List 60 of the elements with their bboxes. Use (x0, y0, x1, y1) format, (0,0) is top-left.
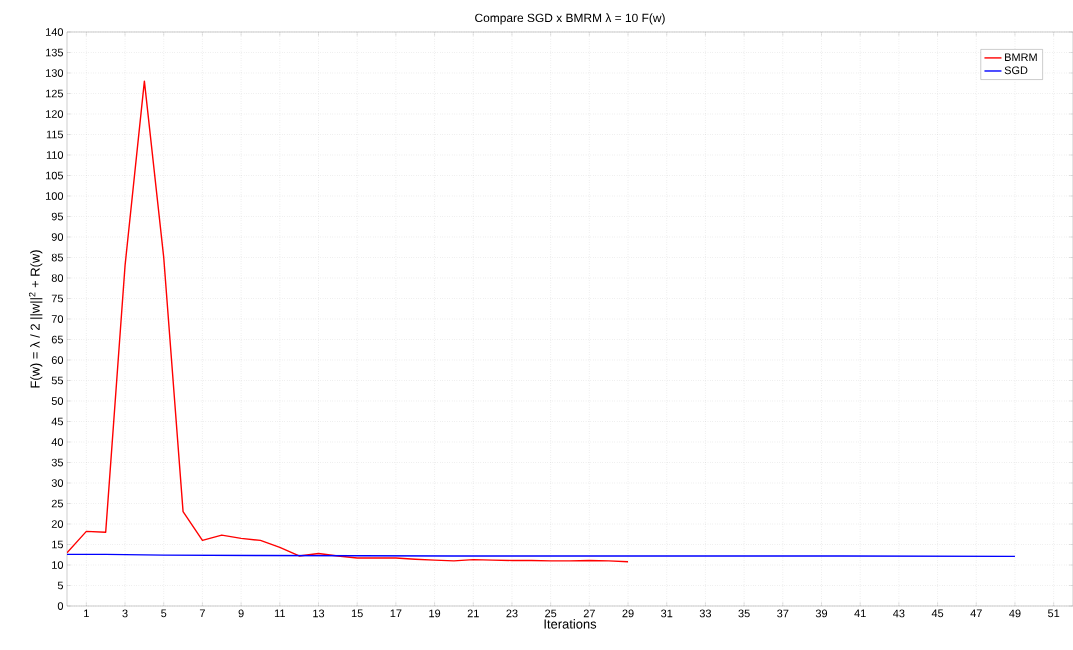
y-tick-label: 60 (51, 356, 64, 364)
y-tick-label: 90 (51, 233, 64, 241)
y-tick-label: 115 (46, 130, 64, 139)
x-tick-label: 43 (893, 609, 905, 618)
x-tick-label: 35 (738, 609, 750, 618)
x-tick-label: 31 (661, 609, 673, 618)
y-tick-label: 70 (51, 315, 64, 323)
x-tick-label: 41 (854, 609, 866, 618)
x-tick-label: 21 (467, 609, 479, 618)
x-tick-label: 17 (390, 609, 402, 618)
x-tick-label: 11 (274, 609, 285, 618)
legend-label: BMRM (1005, 53, 1037, 61)
y-tick-label: 105 (46, 171, 64, 180)
y-tick-label: 40 (51, 438, 64, 446)
x-tick-label: 5 (161, 609, 167, 618)
y-axis-title: F(w) = λ / 2 ||w||$^{2}$ + R(w) (28, 250, 43, 388)
y-tick-label: 20 (51, 520, 64, 528)
y-tick-label: 130 (46, 69, 64, 77)
y-tick-label: 140 (46, 28, 64, 36)
y-tick-label: 110 (46, 151, 64, 159)
x-tick-label: 1 (84, 609, 89, 618)
y-tick-label: 15 (52, 540, 64, 549)
x-tick-label: 7 (199, 609, 205, 618)
y-tick-label: 120 (46, 110, 64, 118)
y-tick-label: 85 (51, 253, 64, 262)
y-tick-label: 95 (51, 212, 64, 221)
x-tick-label: 39 (815, 609, 828, 618)
x-tick-label: 9 (238, 609, 244, 618)
y-tick-label: 30 (51, 479, 64, 487)
x-tick-label: 25 (545, 609, 557, 618)
legend-label: SGD (1004, 66, 1028, 75)
y-tick-label: 45 (51, 417, 64, 426)
x-tick-label: 51 (1047, 609, 1060, 618)
y-tick-label: 100 (46, 192, 64, 200)
x-tick-label: 19 (429, 609, 441, 618)
y-tick-label: 50 (51, 397, 64, 405)
x-axis-title: Iterations (544, 619, 597, 629)
x-tick-label: 49 (1009, 609, 1021, 618)
x-tick-label: 37 (777, 609, 789, 618)
x-tick-label: 47 (970, 609, 982, 618)
y-tick-label: 10 (52, 561, 64, 569)
x-tick-label: 33 (699, 609, 712, 618)
x-tick-label: 45 (931, 609, 944, 618)
y-tick-label: 135 (46, 48, 64, 57)
y-tick-label: 65 (51, 335, 64, 344)
x-tick-label: 23 (506, 609, 518, 618)
y-tick-label: 125 (46, 89, 64, 98)
x-tick-label: 13 (313, 609, 325, 618)
y-tick-label: 5 (57, 581, 64, 590)
x-tick-label: 3 (122, 609, 128, 618)
x-tick-label: 15 (351, 609, 363, 618)
y-tick-label: 80 (51, 274, 64, 282)
x-tick-label: 27 (583, 609, 595, 618)
y-tick-label: 0 (57, 602, 64, 610)
x-tick-label: 29 (622, 609, 634, 618)
y-tick-label: 35 (51, 458, 64, 467)
y-tick-label: 25 (51, 499, 64, 508)
y-tick-label: 75 (51, 294, 64, 303)
chart-title: Compare SGD x BMRM λ = 10 F(w) (475, 13, 665, 25)
y-tick-label: 55 (51, 376, 64, 385)
